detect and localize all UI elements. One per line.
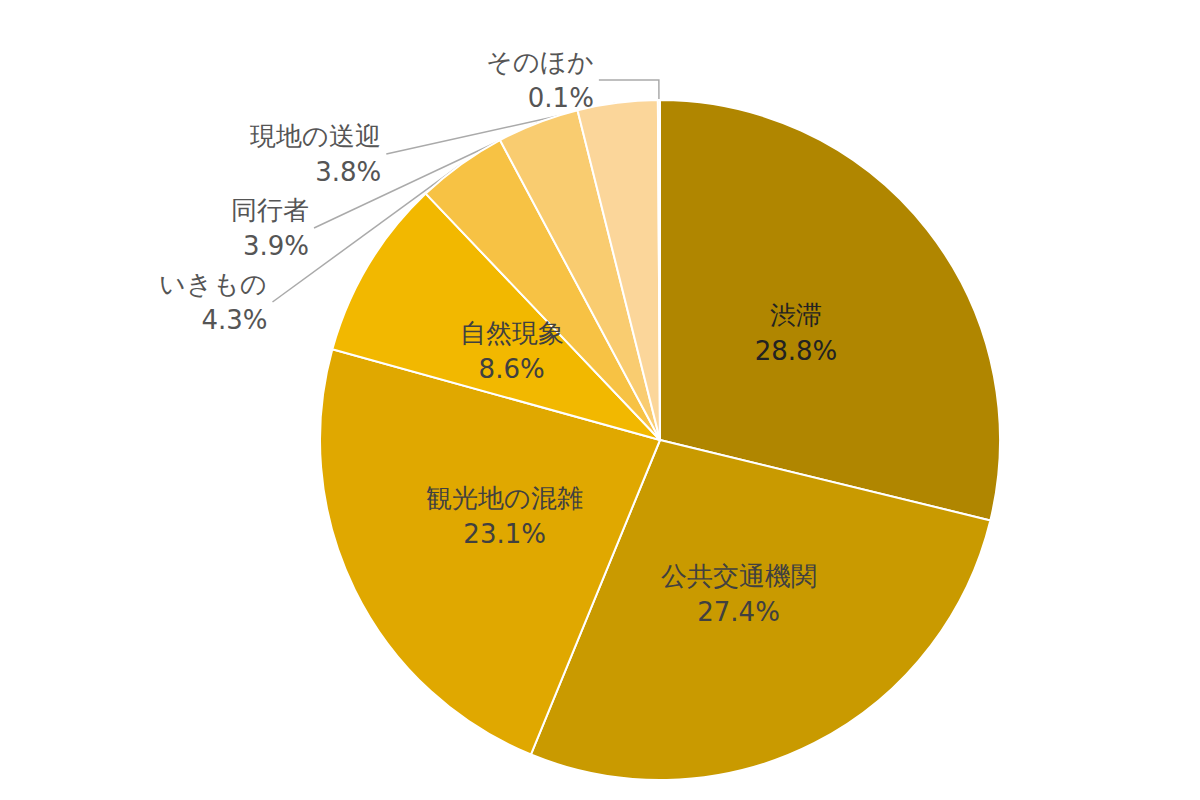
svg-text:いきもの: いきもの (159, 269, 267, 299)
svg-text:27.4%: 27.4% (697, 597, 780, 627)
svg-text:8.6%: 8.6% (479, 354, 545, 384)
svg-text:4.3%: 4.3% (201, 305, 267, 335)
svg-text:28.8%: 28.8% (755, 336, 838, 366)
svg-text:同行者: 同行者 (231, 195, 309, 225)
svg-text:観光地の混雑: 観光地の混雑 (426, 483, 583, 513)
svg-text:自然現象: 自然現象 (460, 318, 564, 348)
svg-text:3.8%: 3.8% (315, 157, 381, 187)
svg-text:3.9%: 3.9% (243, 231, 309, 261)
svg-text:23.1%: 23.1% (463, 519, 546, 549)
svg-text:0.1%: 0.1% (528, 83, 594, 113)
svg-text:そのほか: そのほか (486, 47, 594, 77)
svg-text:渋滞: 渋滞 (770, 300, 822, 330)
svg-text:公共交通機関: 公共交通機関 (661, 561, 817, 591)
svg-text:現地の送迎: 現地の送迎 (250, 121, 381, 151)
